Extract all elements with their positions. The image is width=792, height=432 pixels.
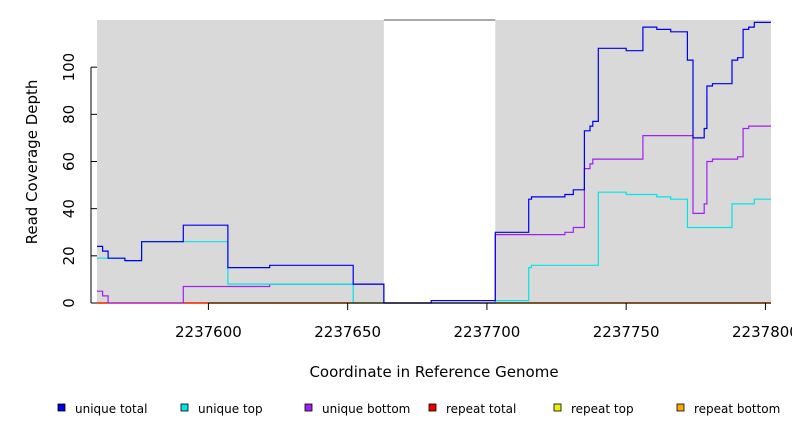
y-tick-label: 80 xyxy=(60,105,78,124)
legend-swatch-repeat-top xyxy=(553,403,562,412)
y-tick-label: 60 xyxy=(60,152,78,171)
plot-panel xyxy=(97,19,771,303)
legend-label-repeat-top: repeat top xyxy=(571,402,634,416)
x-tick-label: 2237750 xyxy=(593,323,660,341)
legend: unique total unique top unique bottom repea… xyxy=(57,402,780,416)
y-axis-title: Read Coverage Depth xyxy=(23,80,41,245)
y-tick-label: 100 xyxy=(60,53,78,82)
series-line-unique-total xyxy=(97,21,771,304)
x-tick-label: 2237700 xyxy=(454,323,521,341)
series-line-unique-top xyxy=(97,191,771,304)
legend-label-unique-top: unique top xyxy=(198,402,263,416)
legend-label-unique-bottom: unique bottom xyxy=(322,402,410,416)
y-tick-label: 0 xyxy=(60,298,78,308)
legend-label-unique-total: unique total xyxy=(75,402,147,416)
legend-swatch-unique-top xyxy=(180,403,189,412)
shaded-region-right xyxy=(495,20,771,303)
x-tick-label: 2237650 xyxy=(314,323,381,341)
legend-swatch-unique-total xyxy=(57,403,66,412)
x-axis-title: Coordinate in Reference Genome xyxy=(309,363,558,381)
legend-label-repeat-bottom: repeat bottom xyxy=(694,402,780,416)
y-tick-label: 40 xyxy=(60,199,78,218)
legend-swatch-repeat-bottom xyxy=(676,403,685,412)
legend-swatch-unique-bottom xyxy=(304,403,313,412)
legend-swatch-repeat-total xyxy=(428,403,437,412)
legend-label-repeat-total: repeat total xyxy=(446,402,516,416)
y-tick-label: 20 xyxy=(60,246,78,265)
shaded-region-left xyxy=(97,20,384,303)
series-line-unique-bottom xyxy=(97,125,771,304)
x-tick-label: 2237600 xyxy=(175,323,242,341)
